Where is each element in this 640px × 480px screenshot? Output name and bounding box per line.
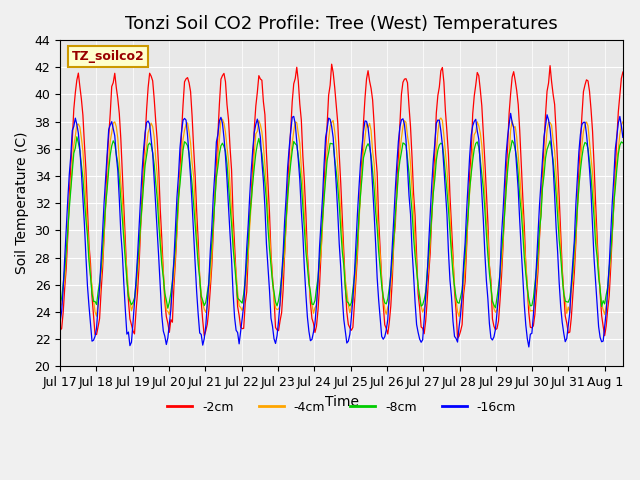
-4cm: [619, 119, 627, 125]
-2cm: [149, 78, 157, 84]
-4cm: [472, 129, 479, 135]
-4cm: [343, 288, 351, 294]
-2cm: [610, 203, 618, 208]
-8cm: [56, 300, 64, 305]
-16cm: [343, 340, 351, 346]
-2cm: [472, 82, 479, 88]
-2cm: [127, 322, 135, 327]
-8cm: [346, 303, 354, 309]
-2cm: [246, 214, 253, 219]
-8cm: [129, 300, 137, 305]
-8cm: [619, 140, 627, 146]
-16cm: [507, 110, 515, 116]
Text: TZ_soilco2: TZ_soilco2: [72, 50, 144, 63]
-8cm: [164, 305, 172, 311]
-2cm: [344, 322, 352, 327]
-8cm: [73, 134, 81, 140]
-16cm: [619, 134, 627, 140]
-4cm: [149, 124, 157, 130]
-4cm: [246, 223, 253, 229]
-2cm: [328, 61, 335, 67]
-4cm: [610, 204, 618, 210]
-8cm: [472, 141, 479, 146]
Legend: -2cm, -4cm, -8cm, -16cm: -2cm, -4cm, -8cm, -16cm: [162, 396, 521, 419]
-16cm: [56, 319, 64, 324]
-16cm: [525, 344, 532, 350]
-2cm: [56, 327, 64, 333]
-16cm: [469, 123, 477, 129]
Line: -2cm: -2cm: [60, 64, 623, 338]
X-axis label: Time: Time: [324, 395, 358, 408]
-16cm: [149, 151, 157, 156]
Title: Tonzi Soil CO2 Profile: Tree (West) Temperatures: Tonzi Soil CO2 Profile: Tree (West) Temp…: [125, 15, 558, 33]
-2cm: [454, 336, 461, 341]
-4cm: [455, 313, 463, 319]
Line: -8cm: -8cm: [60, 137, 623, 308]
-16cm: [127, 339, 135, 345]
Y-axis label: Soil Temperature (C): Soil Temperature (C): [15, 132, 29, 275]
-16cm: [610, 176, 618, 181]
Line: -16cm: -16cm: [60, 113, 623, 347]
Line: -4cm: -4cm: [60, 118, 623, 316]
-4cm: [437, 115, 445, 121]
-8cm: [150, 162, 158, 168]
-4cm: [56, 305, 64, 311]
-8cm: [249, 180, 257, 185]
-16cm: [246, 192, 253, 198]
-8cm: [610, 201, 618, 207]
-4cm: [127, 308, 135, 313]
-2cm: [619, 69, 627, 75]
